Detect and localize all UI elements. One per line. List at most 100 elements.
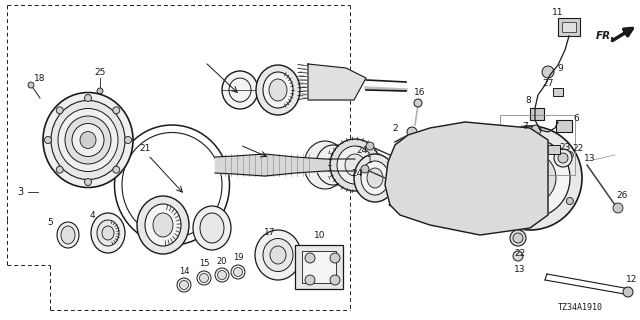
Ellipse shape bbox=[200, 213, 224, 243]
Ellipse shape bbox=[354, 154, 396, 202]
Circle shape bbox=[478, 126, 582, 230]
Circle shape bbox=[97, 88, 103, 94]
Circle shape bbox=[84, 94, 92, 101]
Circle shape bbox=[516, 164, 544, 192]
Text: 7: 7 bbox=[522, 122, 528, 131]
Ellipse shape bbox=[316, 145, 350, 185]
Circle shape bbox=[414, 99, 422, 107]
Ellipse shape bbox=[57, 222, 79, 248]
Circle shape bbox=[56, 107, 63, 114]
Circle shape bbox=[486, 151, 493, 158]
Text: 16: 16 bbox=[414, 87, 426, 97]
Ellipse shape bbox=[330, 149, 356, 181]
Ellipse shape bbox=[91, 213, 125, 253]
Circle shape bbox=[504, 152, 556, 204]
Ellipse shape bbox=[263, 72, 293, 108]
Text: 23: 23 bbox=[559, 142, 571, 151]
Circle shape bbox=[179, 281, 189, 290]
Text: 9: 9 bbox=[557, 63, 563, 73]
Circle shape bbox=[542, 66, 554, 78]
Bar bbox=[302, 251, 336, 283]
Text: 14: 14 bbox=[179, 267, 189, 276]
Circle shape bbox=[28, 82, 34, 88]
Text: 18: 18 bbox=[35, 74, 45, 83]
Circle shape bbox=[513, 233, 523, 243]
Ellipse shape bbox=[256, 65, 300, 115]
Circle shape bbox=[531, 125, 541, 135]
Text: 19: 19 bbox=[233, 253, 243, 262]
Text: 24: 24 bbox=[356, 146, 367, 155]
Text: 17: 17 bbox=[264, 228, 276, 236]
Circle shape bbox=[200, 274, 209, 283]
Ellipse shape bbox=[102, 226, 114, 240]
Circle shape bbox=[361, 165, 369, 173]
Circle shape bbox=[215, 268, 229, 282]
Text: FR.: FR. bbox=[595, 31, 614, 41]
Circle shape bbox=[366, 142, 374, 150]
Bar bbox=[558, 18, 580, 36]
Text: 13: 13 bbox=[515, 266, 525, 275]
Circle shape bbox=[432, 157, 468, 193]
Circle shape bbox=[231, 265, 245, 279]
Ellipse shape bbox=[330, 139, 380, 191]
Ellipse shape bbox=[137, 196, 189, 254]
Circle shape bbox=[613, 203, 623, 213]
Bar bbox=[548, 145, 560, 154]
Ellipse shape bbox=[58, 108, 118, 172]
Circle shape bbox=[197, 271, 211, 285]
Ellipse shape bbox=[145, 204, 181, 246]
Text: 1: 1 bbox=[367, 156, 373, 164]
Circle shape bbox=[566, 197, 573, 204]
Circle shape bbox=[177, 278, 191, 292]
Circle shape bbox=[305, 253, 315, 263]
Circle shape bbox=[513, 251, 523, 261]
Text: 22: 22 bbox=[515, 249, 525, 258]
Circle shape bbox=[442, 167, 458, 183]
Ellipse shape bbox=[222, 71, 258, 109]
Circle shape bbox=[113, 166, 120, 173]
Ellipse shape bbox=[351, 154, 365, 176]
Text: 6: 6 bbox=[573, 114, 579, 123]
Circle shape bbox=[486, 197, 493, 204]
Text: 5: 5 bbox=[47, 218, 53, 227]
Text: 24: 24 bbox=[351, 169, 363, 178]
Text: 26: 26 bbox=[616, 190, 628, 199]
Circle shape bbox=[113, 107, 120, 114]
Circle shape bbox=[330, 253, 340, 263]
Ellipse shape bbox=[153, 213, 173, 237]
Ellipse shape bbox=[80, 132, 96, 148]
Ellipse shape bbox=[345, 154, 365, 176]
Ellipse shape bbox=[361, 161, 389, 195]
Text: TZ34A1910: TZ34A1910 bbox=[557, 303, 602, 313]
Ellipse shape bbox=[51, 100, 125, 180]
Bar bbox=[553, 88, 563, 96]
Ellipse shape bbox=[97, 220, 119, 246]
Bar bbox=[556, 120, 572, 132]
Text: 13: 13 bbox=[584, 154, 596, 163]
Ellipse shape bbox=[269, 79, 287, 101]
Bar bbox=[500, 115, 575, 175]
Ellipse shape bbox=[270, 246, 286, 264]
Circle shape bbox=[330, 275, 340, 285]
Text: 8: 8 bbox=[525, 95, 531, 105]
Text: 27: 27 bbox=[542, 78, 554, 87]
Circle shape bbox=[527, 129, 534, 135]
Ellipse shape bbox=[304, 141, 346, 189]
Ellipse shape bbox=[263, 238, 293, 271]
Text: 20: 20 bbox=[217, 257, 227, 266]
Bar bbox=[562, 22, 576, 32]
Ellipse shape bbox=[193, 206, 231, 250]
Circle shape bbox=[422, 147, 478, 203]
Ellipse shape bbox=[337, 146, 373, 184]
Circle shape bbox=[218, 270, 227, 279]
Text: 10: 10 bbox=[314, 230, 326, 239]
Text: 4: 4 bbox=[89, 211, 95, 220]
Text: 22: 22 bbox=[572, 143, 584, 153]
Polygon shape bbox=[385, 122, 548, 235]
Ellipse shape bbox=[61, 226, 75, 244]
Circle shape bbox=[407, 127, 417, 137]
Text: 25: 25 bbox=[94, 68, 106, 76]
Text: 3: 3 bbox=[17, 187, 23, 197]
Circle shape bbox=[510, 230, 526, 246]
Text: 2: 2 bbox=[392, 124, 398, 132]
